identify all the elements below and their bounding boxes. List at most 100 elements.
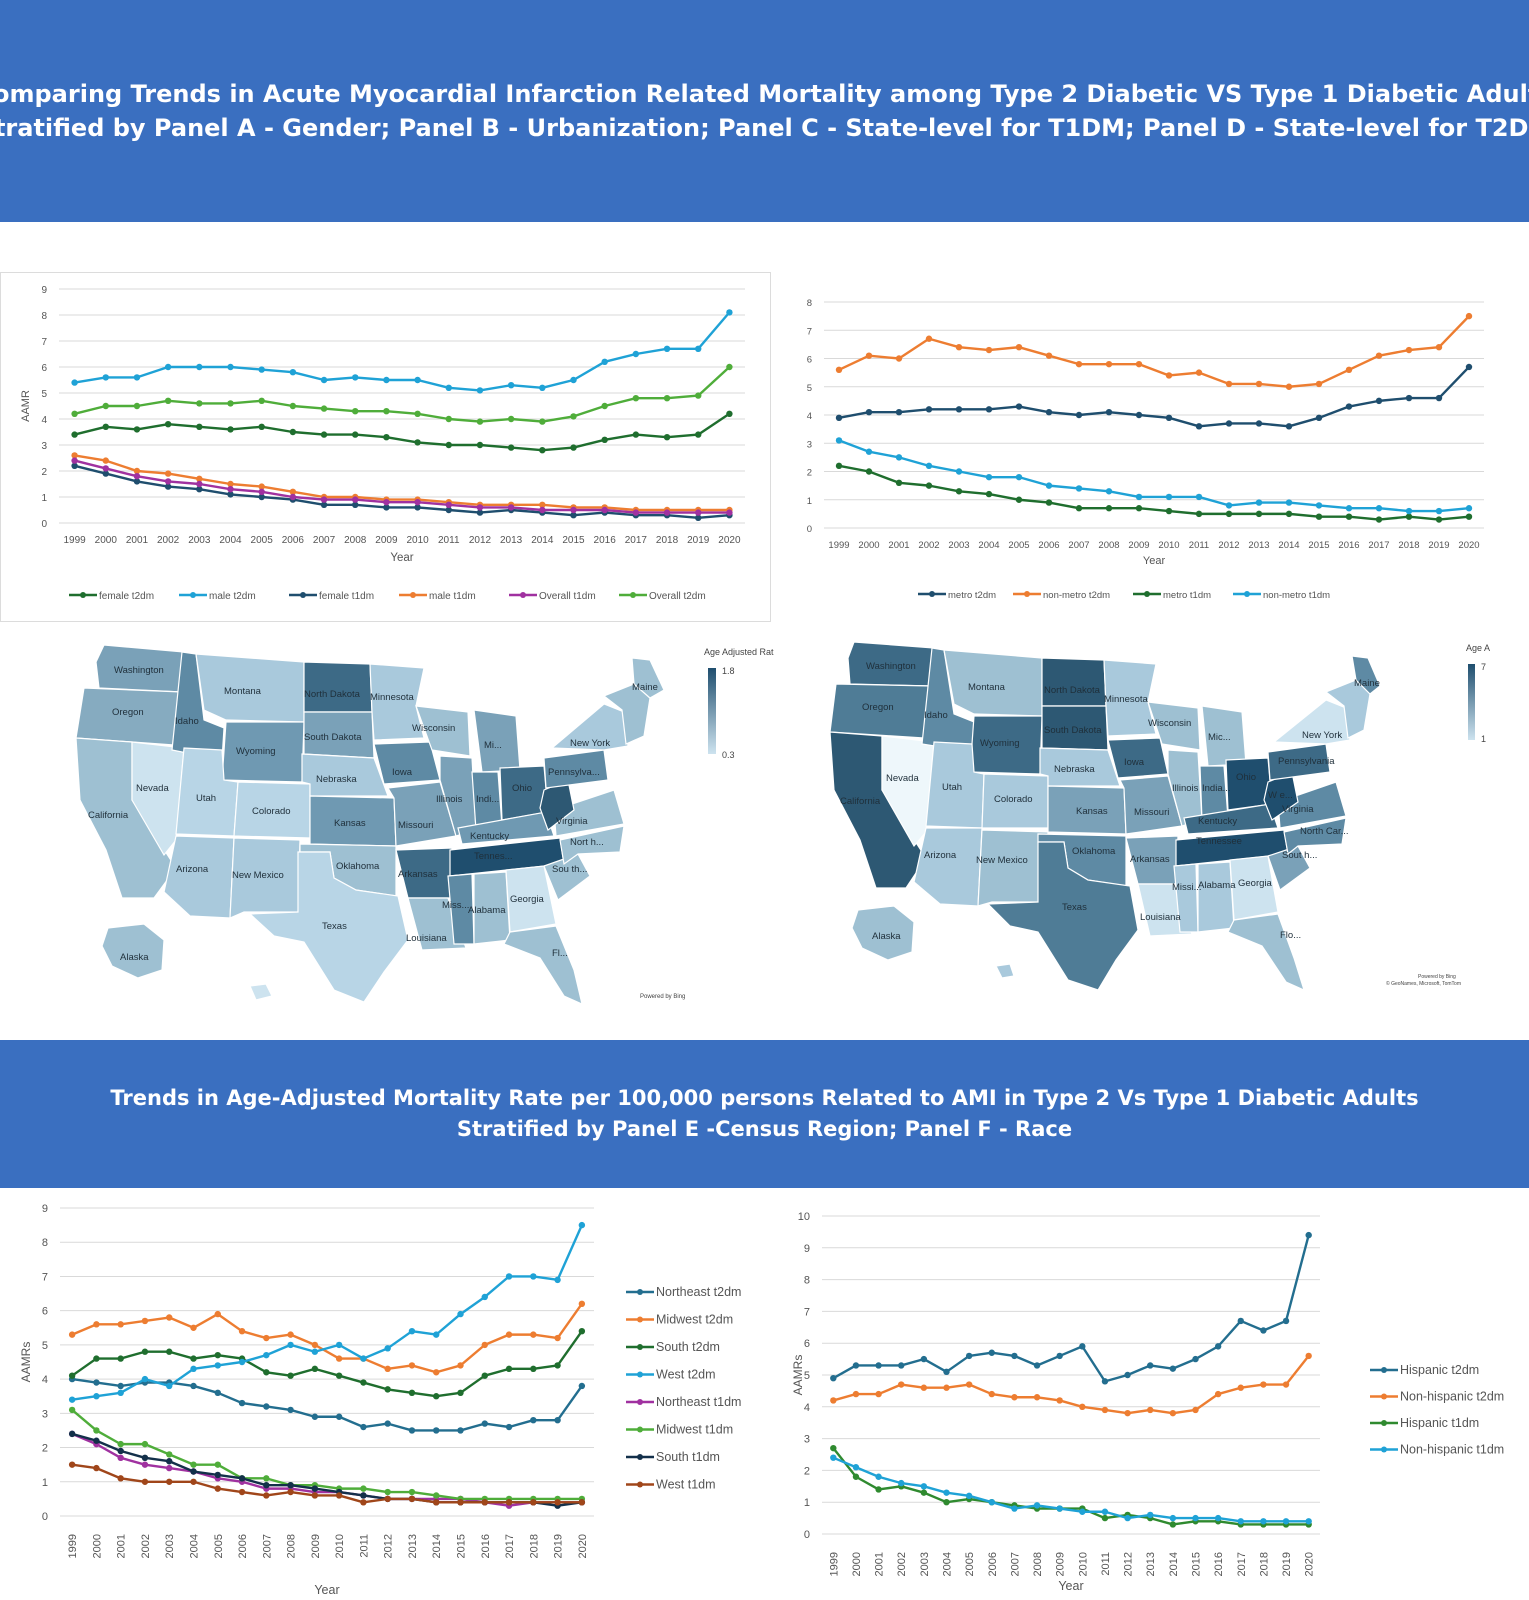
data-point <box>190 1468 197 1475</box>
data-point <box>530 1365 537 1373</box>
data-point <box>289 428 297 436</box>
data-point <box>1225 380 1233 388</box>
data-point <box>166 1458 173 1465</box>
map-c-credit: Powered by Bing <box>640 994 685 1000</box>
y-tick-label: 9 <box>42 1203 48 1215</box>
data-point <box>895 408 903 416</box>
series-line <box>74 311 731 392</box>
data-point <box>835 414 843 422</box>
data-point <box>414 410 421 417</box>
data-point <box>1105 505 1113 512</box>
data-point <box>1056 1397 1063 1404</box>
y-tick-label: 6 <box>804 1338 810 1350</box>
state-montana <box>195 653 305 723</box>
x-tick-label: 2011 <box>1100 1552 1112 1576</box>
series-line <box>74 366 731 423</box>
data-point <box>433 1499 440 1506</box>
data-point <box>632 350 640 358</box>
y-tick-label: 0 <box>804 1529 810 1541</box>
series-line <box>838 464 1470 521</box>
series-line <box>832 1447 1309 1526</box>
data-point <box>227 486 234 493</box>
data-point <box>263 1475 270 1482</box>
x-tick-label: 2007 <box>1068 540 1089 551</box>
data-point <box>985 490 993 498</box>
data-point <box>408 1427 416 1434</box>
data-point <box>117 1355 124 1362</box>
data-point <box>117 1447 124 1455</box>
data-point <box>102 470 109 477</box>
data-point <box>1305 1231 1312 1239</box>
state-north-dakota <box>303 661 373 713</box>
x-tick-label: 2014 <box>431 1534 443 1558</box>
state-north-carolina <box>1283 817 1347 856</box>
data-point <box>133 426 141 433</box>
data-point <box>289 402 297 410</box>
data-point <box>1375 505 1383 512</box>
data-point <box>1315 414 1323 422</box>
legend-marker <box>1244 591 1250 597</box>
legend-marker <box>1024 591 1030 597</box>
panel-b-svg: 0 1 2 3 4 5 6 7 8 1999 2000 2001 2002 2003 2004 2005 200… <box>807 298 1484 601</box>
y-tick-label: 4 <box>41 415 47 426</box>
data-point <box>1260 1327 1267 1334</box>
y-tick-label: 7 <box>42 1271 48 1283</box>
data-point <box>263 1482 270 1489</box>
data-point <box>1101 1514 1109 1522</box>
data-point <box>190 1461 197 1468</box>
y-tick-label: 7 <box>807 326 812 337</box>
data-point <box>1282 1518 1290 1525</box>
state-minnesota <box>1103 659 1157 737</box>
data-point <box>505 1273 513 1280</box>
x-tick-label: 2018 <box>528 1534 540 1558</box>
map-c-label: Indi... <box>476 794 499 805</box>
data-point <box>1465 513 1473 520</box>
map-d-credit: Powered by Bing <box>1418 974 1456 980</box>
data-point <box>433 1331 440 1338</box>
y-tick-label: 0 <box>807 524 812 535</box>
data-point <box>335 1372 343 1379</box>
map-d-label: W e... <box>1268 790 1293 801</box>
data-point <box>1015 496 1023 503</box>
legend-label: female t2dm <box>99 591 154 602</box>
state-kentucky <box>1183 803 1279 835</box>
map-c-label: Montana <box>224 686 262 697</box>
legend-marker <box>300 592 306 598</box>
state-wisconsin <box>1147 701 1201 751</box>
map-c-label: New Mexico <box>232 870 284 881</box>
data-point <box>71 410 78 417</box>
data-point <box>141 1317 149 1325</box>
map-d-legend-min: 1 <box>1481 734 1486 744</box>
data-point <box>955 488 963 495</box>
map-d-label: Maine <box>1354 678 1380 689</box>
legend-label: Hispanic t2dm <box>1400 1363 1479 1377</box>
x-tick-label: 2003 <box>919 1552 931 1576</box>
data-point <box>554 1499 561 1506</box>
data-point <box>898 1381 905 1388</box>
legend-marker <box>520 592 526 598</box>
series-line <box>74 459 730 514</box>
state-virginia <box>1277 781 1347 829</box>
series-line <box>71 1432 582 1507</box>
data-point <box>1045 482 1053 489</box>
x-tick-label: 2003 <box>164 1534 176 1558</box>
x-axis-title: Year <box>1143 555 1166 567</box>
data-point <box>601 436 608 443</box>
data-point <box>133 478 141 485</box>
data-point <box>988 1390 995 1398</box>
map-c-legend-title: Age Adjusted Rat <box>704 647 774 657</box>
map-c-label: Fl... <box>552 948 568 959</box>
x-tick-label: 2006 <box>282 535 305 546</box>
data-point <box>1345 403 1353 410</box>
x-tick-label: 2005 <box>213 1534 225 1558</box>
data-point <box>287 1488 294 1496</box>
data-point <box>1105 408 1113 416</box>
x-tick-label: 2017 <box>1368 540 1389 551</box>
data-point <box>433 1393 440 1400</box>
data-point <box>196 480 203 488</box>
data-point <box>445 501 452 508</box>
panel-e-region-chart: 0 1 2 3 4 5 6 7 8 9 1999 2000 2001 2002 2003 2004 2005 20… <box>0 1192 764 1600</box>
x-tick-label: 2000 <box>95 535 118 546</box>
data-point <box>190 1382 197 1390</box>
x-tick-label: 2002 <box>157 535 180 546</box>
